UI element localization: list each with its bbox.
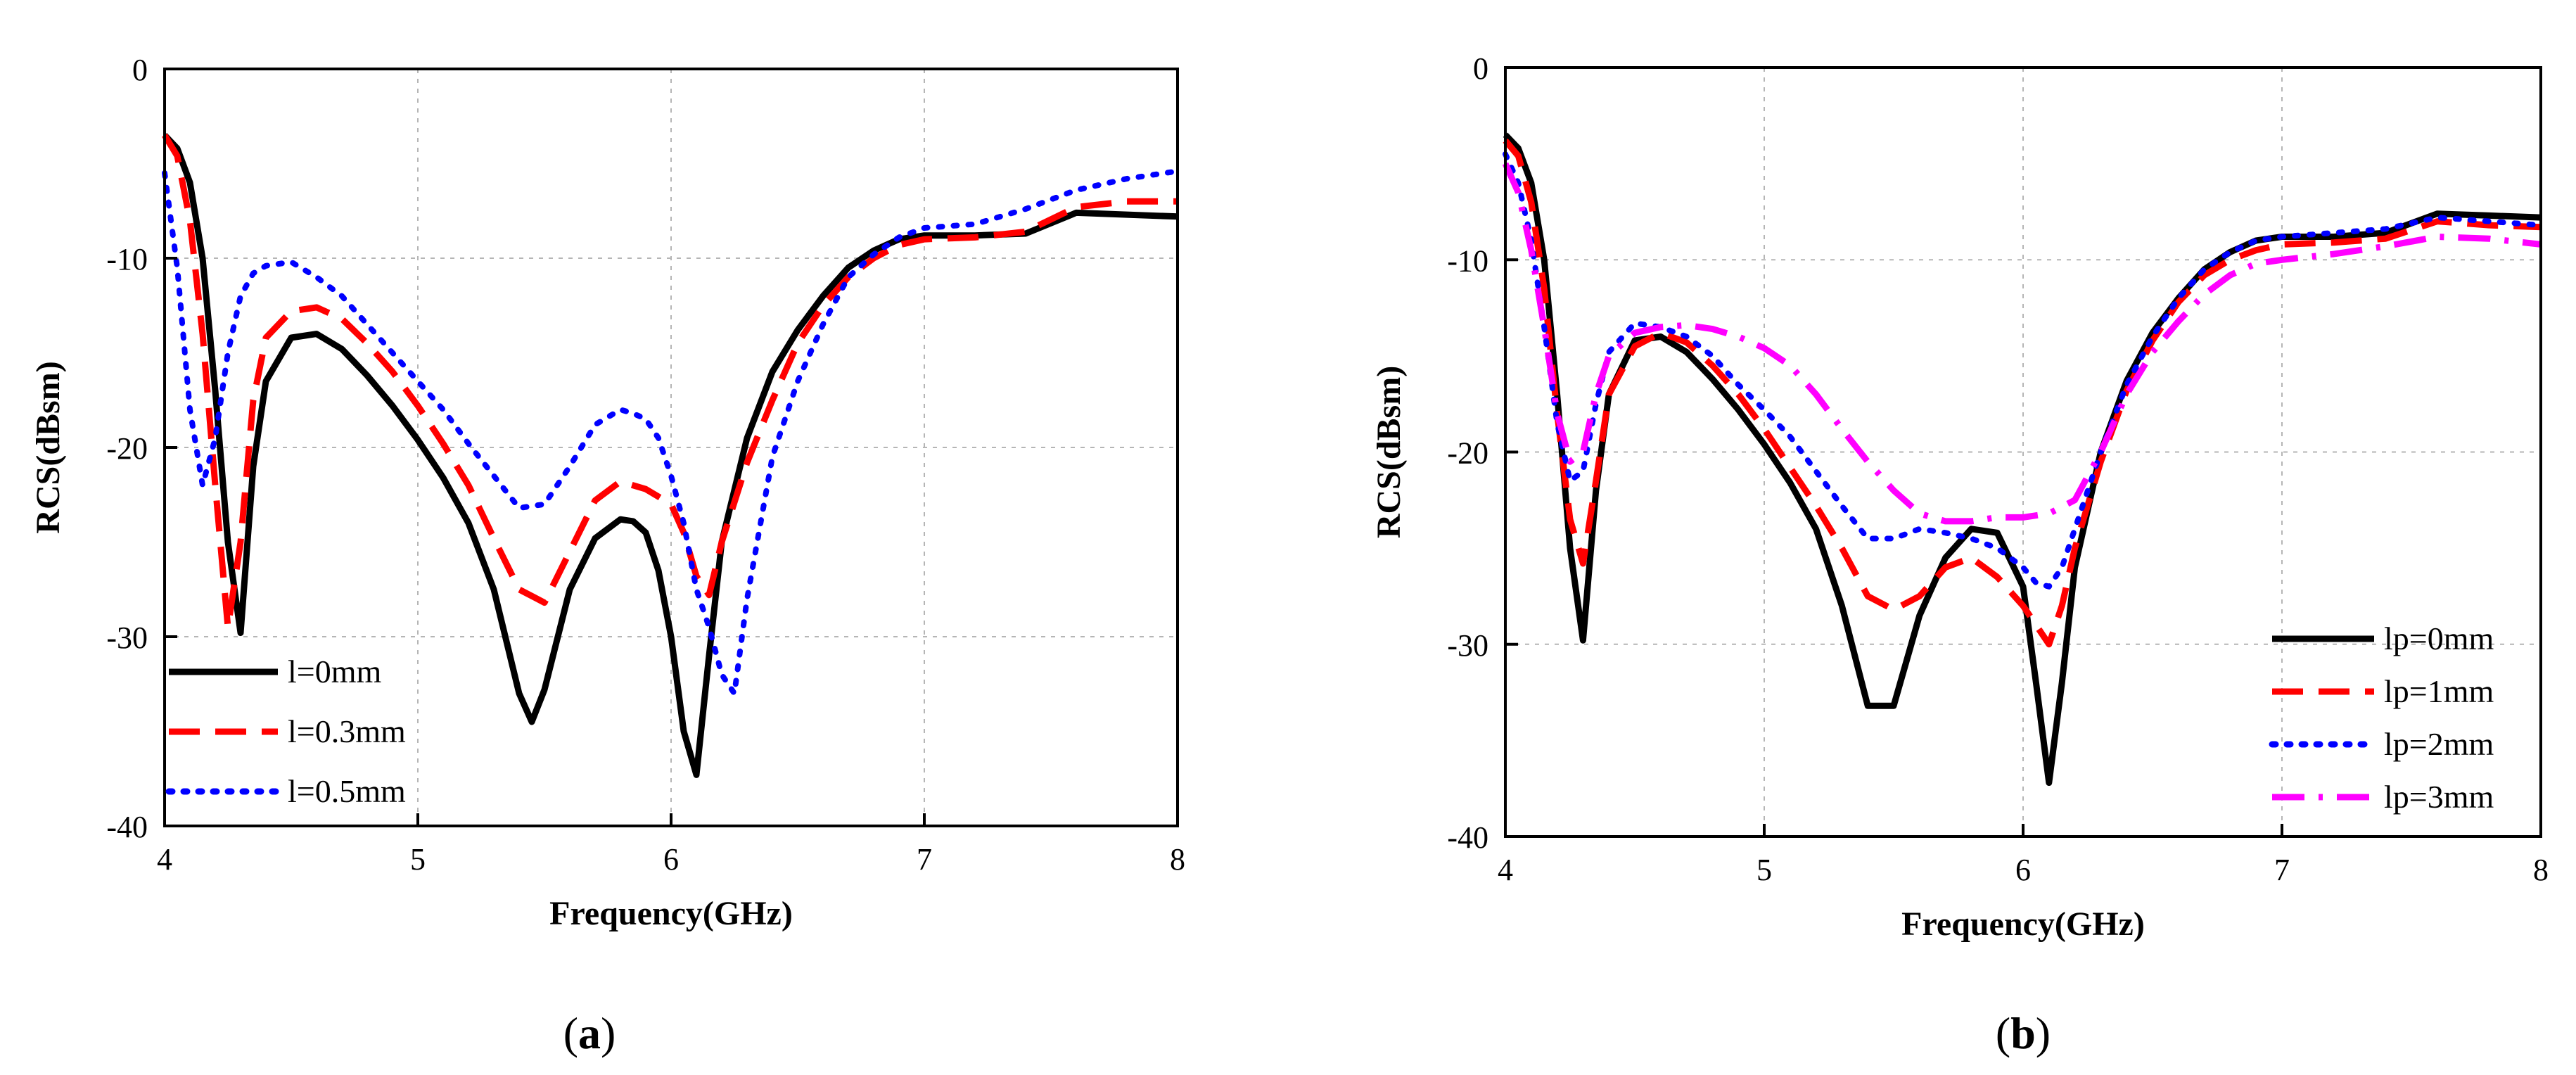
panel-b-y-tick-label: -30 xyxy=(1447,628,1488,663)
panel-b-y-tick-label: -10 xyxy=(1447,243,1488,278)
panel-b-legend-label-2: lp=1mm xyxy=(2384,673,2494,709)
panel-a-y-tick-label: -10 xyxy=(106,242,148,276)
panel-a-series-line-1 xyxy=(162,132,1178,778)
panel-a-x-tick-label: 8 xyxy=(1170,842,1185,877)
panel-a-caption-letter: a xyxy=(578,1008,601,1058)
panel-b-legend: lp=0mm lp=1mm lp=2mm lp=3mm xyxy=(2269,621,2494,815)
panel-a-x-tick-label: 7 xyxy=(917,842,932,877)
panel-a-x-tick-label: 4 xyxy=(157,842,172,877)
panel-a-series xyxy=(162,132,1180,778)
panel-b-legend-label-3: lp=2mm xyxy=(2384,726,2494,762)
panel-b-y-tick-label: -40 xyxy=(1447,820,1488,855)
panel-a: 4 5 6 7 8 -40 -30 -20 -10 0 Frequency(GHz) RCS(dB… xyxy=(30,53,1185,1058)
panel-a-x-tick-label: 5 xyxy=(410,842,426,877)
panel-b-series-line-1 xyxy=(1503,132,2542,786)
panel-a-legend-label-2: l=0.3mm xyxy=(288,713,406,749)
panel-b-legend-label-1: lp=0mm xyxy=(2384,621,2494,656)
panel-a-y-tick-label: -20 xyxy=(106,431,148,466)
panel-a-legend: l=0mm l=0.3mm l=0.5mm xyxy=(165,654,406,809)
panel-b-x-tick-label: 4 xyxy=(1498,853,1513,887)
panel-b-x-tick-label: 8 xyxy=(2533,853,2549,887)
panel-b-grid xyxy=(1505,68,2541,837)
panel-a-y-tick-label: -40 xyxy=(106,810,148,844)
panel-a-series-line-3 xyxy=(162,168,1180,696)
panel-b-ticks: 4 5 6 7 8 -40 -30 -20 -10 0 xyxy=(1447,51,2549,887)
panel-b-x-tick-label: 6 xyxy=(2015,853,2031,887)
panel-a-grid xyxy=(165,69,1178,826)
panel-a-y-tick-label: -30 xyxy=(106,621,148,655)
panel-a-y-tick-label: 0 xyxy=(132,53,148,87)
panel-b-legend-label-4: lp=3mm xyxy=(2384,779,2494,815)
panel-a-y-axis-title: RCS(dBsm) xyxy=(30,361,67,533)
panel-a-caption: (a) xyxy=(563,1008,616,1058)
panel-b-y-axis-title: RCS(dBsm) xyxy=(1370,366,1408,538)
panel-b-caption-letter: b xyxy=(2010,1008,2036,1058)
panel-b-x-axis-title: Frequency(GHz) xyxy=(1901,905,2145,943)
panel-a-series-line-2 xyxy=(162,133,1178,630)
panel-b-y-tick-label: 0 xyxy=(1473,51,1488,86)
panel-a-x-axis-title: Frequency(GHz) xyxy=(549,895,793,932)
panel-b-series-line-4 xyxy=(1502,162,2542,525)
panel-b-x-tick-label: 7 xyxy=(2274,853,2290,887)
panel-b-x-tick-label: 5 xyxy=(1756,853,1772,887)
panel-b-series-line-3 xyxy=(1503,151,2544,590)
panel-b-caption: (b) xyxy=(1996,1008,2051,1058)
panel-b: 4 5 6 7 8 -40 -30 -20 -10 0 Frequency(GHz) RCS(dB… xyxy=(1370,51,2549,1058)
panel-a-legend-label-1: l=0mm xyxy=(288,654,382,689)
panel-a-x-tick-label: 6 xyxy=(663,842,679,877)
panel-a-ticks: 4 5 6 7 8 -40 -30 -20 -10 0 xyxy=(106,53,1185,877)
panel-b-y-tick-label: -20 xyxy=(1447,436,1488,471)
panel-a-legend-label-3: l=0.5mm xyxy=(288,773,406,809)
panel-b-series xyxy=(1502,132,2544,786)
